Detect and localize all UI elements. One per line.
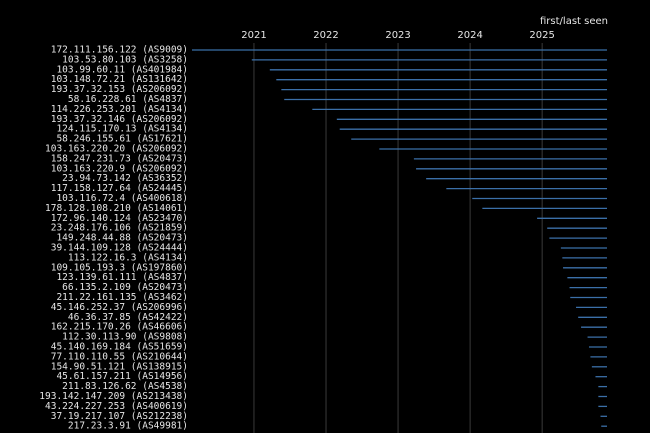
row-label: 149.248.44.88 (AS20473) xyxy=(56,233,188,244)
row-label: 117.158.127.64 (AS24445) xyxy=(51,183,188,194)
row-label: 158.247.231.73 (AS20473) xyxy=(51,153,188,164)
row-label: 193.142.147.209 (AS213438) xyxy=(39,391,188,402)
row-label: 112.30.113.90 (AS9808) xyxy=(62,332,188,343)
row-label: 103.53.80.103 (AS3258) xyxy=(62,54,188,65)
row-label: 123.139.61.111 (AS4837) xyxy=(56,272,188,283)
row-label: 193.37.32.153 (AS206092) xyxy=(51,84,188,95)
row-label: 103.99.60.11 (AS401984) xyxy=(56,64,188,75)
row-label: 109.105.193.3 (AS197860) xyxy=(51,262,188,273)
row-label: 211.83.126.62 (AS4538) xyxy=(62,381,188,392)
row-label: 58.246.155.61 (AS17621) xyxy=(56,134,188,145)
row-label: 154.90.51.121 (AS138915) xyxy=(51,361,188,372)
row-label: 124.115.170.13 (AS4134) xyxy=(56,124,188,135)
row-label: 23.248.176.106 (AS21859) xyxy=(51,223,188,234)
row-label: 37.19.217.107 (AS212238) xyxy=(51,411,188,422)
row-label: 45.146.252.37 (AS206996) xyxy=(51,302,188,313)
row-label: 103.116.72.4 (AS400618) xyxy=(56,193,188,204)
row-label: 172.111.156.122 (AS9009) xyxy=(51,45,188,56)
row-label: 217.23.3.91 (AS49981) xyxy=(68,421,188,432)
x-tick-label: 2023 xyxy=(385,30,410,41)
row-label: 172.96.140.124 (AS23470) xyxy=(51,213,188,224)
row-label: 178.128.108.210 (AS14061) xyxy=(45,203,188,214)
row-label: 66.135.2.109 (AS20473) xyxy=(62,282,188,293)
x-tick-label: 2021 xyxy=(241,30,266,41)
row-label: 58.16.228.61 (AS4837) xyxy=(68,94,188,105)
axis-label: first/last seen xyxy=(540,16,608,27)
row-label: 45.140.169.184 (AS51659) xyxy=(51,342,188,353)
row-label: 23.94.73.142 (AS36352) xyxy=(62,173,188,184)
row-label: 39.144.109.128 (AS24444) xyxy=(51,243,188,254)
row-label: 103.163.220.20 (AS206092) xyxy=(45,144,188,155)
row-label: 77.110.110.55 (AS210644) xyxy=(51,351,188,362)
x-tick-label: 2025 xyxy=(529,30,554,41)
row-label: 162.215.170.26 (AS46606) xyxy=(51,322,188,333)
row-label: 113.122.16.3 (AS4134) xyxy=(68,252,188,263)
row-label: 46.36.37.85 (AS42422) xyxy=(68,312,188,323)
row-label: 193.37.32.146 (AS206092) xyxy=(51,114,188,125)
x-tick-label: 2022 xyxy=(313,30,338,41)
row-label: 103.148.72.21 (AS131642) xyxy=(51,74,188,85)
row-label: 114.226.253.201 (AS4134) xyxy=(51,104,188,115)
row-label: 45.61.157.211 (AS14956) xyxy=(56,371,188,382)
x-tick-label: 2024 xyxy=(457,30,482,41)
row-label: 103.163.220.9 (AS206092) xyxy=(51,163,188,174)
row-label: 211.22.161.135 (AS3462) xyxy=(56,292,188,303)
row-label: 43.224.227.253 (AS400619) xyxy=(45,401,188,412)
